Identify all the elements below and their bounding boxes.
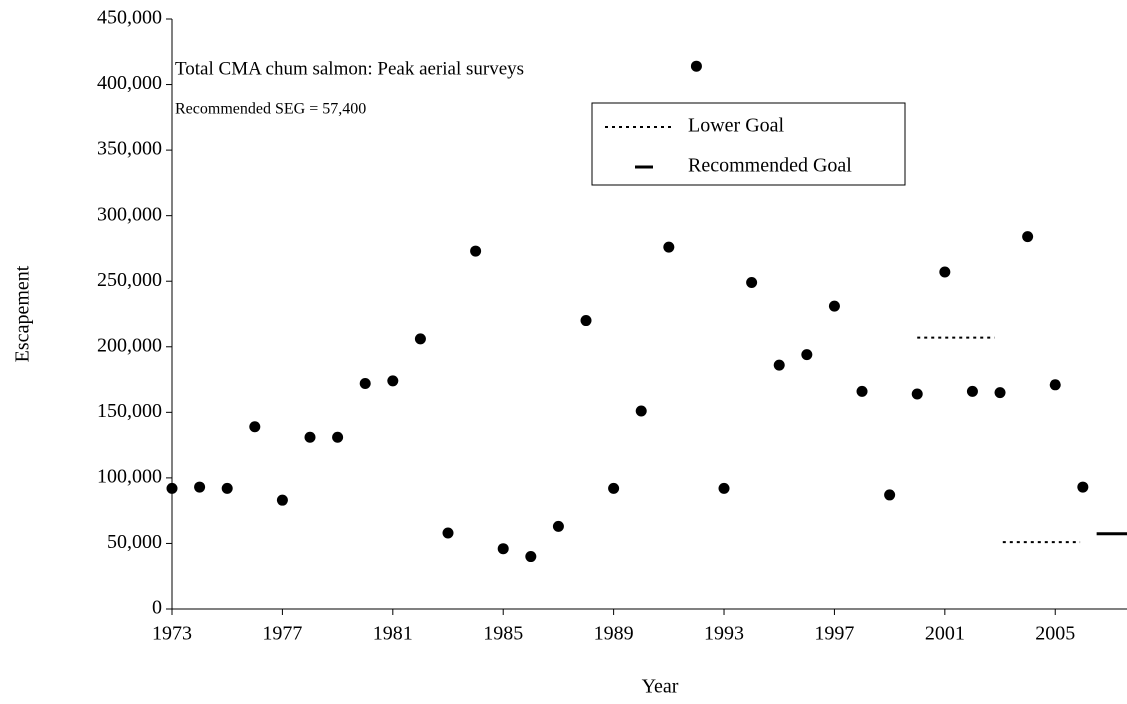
point <box>966 385 978 397</box>
point <box>884 489 896 501</box>
y-tick-label: 0 <box>152 597 162 619</box>
point <box>828 300 840 312</box>
point <box>249 421 261 433</box>
point <box>497 543 509 555</box>
point <box>194 481 206 493</box>
point <box>773 359 785 371</box>
x-tick-label: 1993 <box>704 623 744 645</box>
x-tick-label: 1985 <box>483 623 523 645</box>
point <box>304 431 316 443</box>
x-tick-label: 1997 <box>814 623 854 645</box>
point <box>470 245 482 257</box>
annotation: Total CMA chum salmon: Peak aerial surve… <box>175 58 524 79</box>
y-tick-label: 400,000 <box>97 72 162 94</box>
x-tick-label: 1989 <box>594 623 634 645</box>
x-axis-label: Year <box>642 676 679 698</box>
point <box>1049 379 1061 391</box>
point <box>801 349 813 361</box>
point <box>276 494 288 506</box>
annotation: Recommended SEG = 57,400 <box>175 101 366 118</box>
point <box>663 241 675 253</box>
point <box>746 277 758 289</box>
point <box>718 482 730 494</box>
legend-label: Recommended Goal <box>688 155 852 177</box>
x-tick-label: 1977 <box>262 623 302 645</box>
legend-box <box>591 102 906 186</box>
point <box>442 527 454 539</box>
y-axis-label: Escapement <box>12 265 34 362</box>
y-tick-label: 200,000 <box>97 334 162 356</box>
point <box>939 266 951 278</box>
point <box>635 405 647 417</box>
point <box>1077 481 1089 493</box>
y-tick-label: 250,000 <box>97 269 162 291</box>
y-tick-label: 50,000 <box>107 531 162 553</box>
legend-label: Lower Goal <box>688 115 785 137</box>
point <box>690 60 702 72</box>
point <box>221 482 233 494</box>
y-tick-label: 350,000 <box>97 138 162 160</box>
point <box>1022 231 1034 243</box>
point <box>911 388 923 400</box>
y-tick-label: 100,000 <box>97 465 162 487</box>
point <box>608 482 620 494</box>
x-tick-label: 2005 <box>1035 623 1075 645</box>
point <box>166 482 178 494</box>
point <box>359 377 371 389</box>
y-tick-label: 450,000 <box>97 7 162 29</box>
x-tick-label: 1981 <box>373 623 413 645</box>
point <box>552 520 564 532</box>
y-tick-label: 300,000 <box>97 203 162 225</box>
point <box>580 315 592 327</box>
point <box>332 431 344 443</box>
point <box>856 385 868 397</box>
point <box>994 387 1006 399</box>
point <box>414 333 426 345</box>
x-tick-label: 2001 <box>925 623 965 645</box>
goal-line <box>917 336 1081 544</box>
point <box>525 551 537 563</box>
x-tick-label: 1973 <box>152 623 192 645</box>
y-tick-label: 150,000 <box>97 400 162 422</box>
point <box>387 375 399 387</box>
